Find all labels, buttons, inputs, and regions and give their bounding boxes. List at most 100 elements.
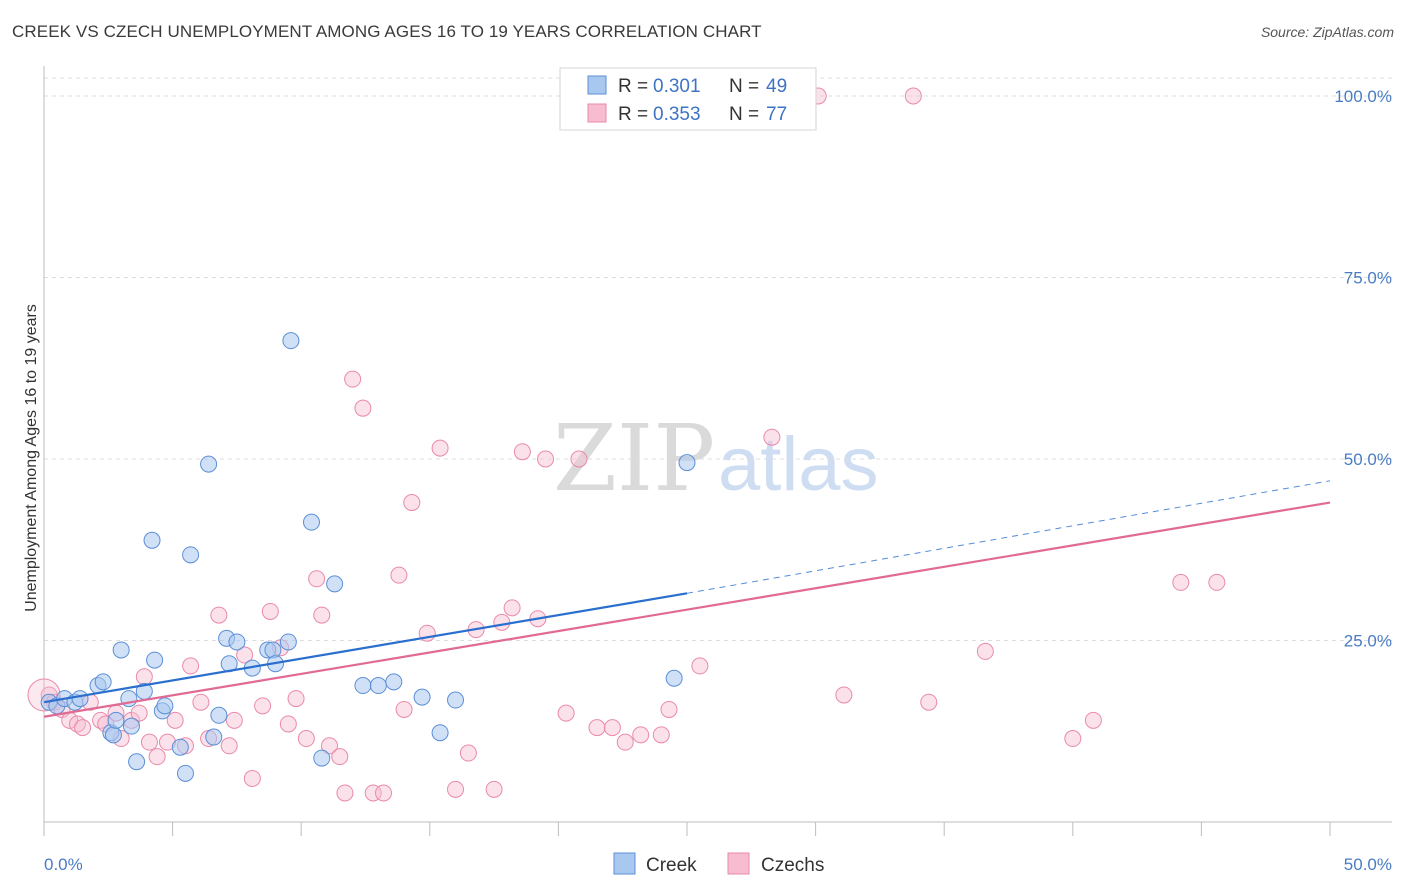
creek-point bbox=[385, 673, 403, 691]
creek-point bbox=[94, 673, 112, 691]
creek-point bbox=[369, 677, 387, 695]
czechs-point bbox=[331, 748, 349, 766]
czechs-point bbox=[220, 737, 238, 755]
czechs-point bbox=[1084, 711, 1102, 729]
creek-point bbox=[112, 641, 130, 659]
creek-point bbox=[228, 633, 246, 651]
czechs-point bbox=[225, 711, 243, 729]
czechs-point bbox=[920, 693, 938, 711]
creek-point bbox=[354, 677, 372, 695]
creek-point bbox=[143, 531, 161, 549]
creek-point bbox=[205, 728, 223, 746]
czechs-points bbox=[27, 87, 1226, 802]
x-tick-label: 0.0% bbox=[44, 855, 83, 874]
creek-point bbox=[146, 651, 164, 669]
czechs-point bbox=[192, 693, 210, 711]
y-tick-label: 25.0% bbox=[1344, 632, 1392, 651]
creek-point bbox=[302, 513, 320, 531]
legend: R = 0.301 N = 49 R = 0.353 N = 77 bbox=[559, 67, 817, 131]
czechs-point bbox=[210, 606, 228, 624]
czechs-point bbox=[254, 697, 272, 715]
czechs-point bbox=[243, 769, 261, 787]
y-tick-label: 75.0% bbox=[1344, 269, 1392, 288]
czechs-point bbox=[660, 700, 678, 718]
czechs-point bbox=[135, 668, 153, 686]
czechs-point bbox=[297, 730, 315, 748]
x-tick-label: 50.0% bbox=[1344, 855, 1392, 874]
chart-title: CREEK VS CZECH UNEMPLOYMENT AMONG AGES 1… bbox=[12, 22, 762, 41]
bottom-legend: Creek Czechs bbox=[613, 852, 824, 876]
czechs-point bbox=[130, 704, 148, 722]
creek-point bbox=[431, 724, 449, 742]
czechs-point bbox=[166, 711, 184, 729]
creek-point bbox=[282, 332, 300, 350]
legend-r-value-czechs: 0.353 bbox=[653, 104, 701, 125]
creek-trend-extension bbox=[686, 480, 1331, 594]
czechs-point bbox=[691, 657, 709, 675]
bottom-legend-swatch-creek[interactable] bbox=[613, 852, 636, 875]
creek-point bbox=[176, 764, 194, 782]
czechs-point bbox=[287, 690, 305, 708]
creek-point bbox=[182, 546, 200, 564]
y-axis-title: Unemployment Among Ages 16 to 19 years bbox=[23, 304, 40, 612]
czechs-point bbox=[336, 784, 354, 802]
czechs-point bbox=[395, 700, 413, 718]
bottom-legend-label-creek[interactable]: Creek bbox=[646, 855, 697, 876]
czechs-point bbox=[313, 606, 331, 624]
czechs-point bbox=[375, 784, 393, 802]
bottom-legend-swatch-czechs[interactable] bbox=[727, 852, 750, 875]
czechs-point bbox=[603, 719, 621, 737]
czechs-point bbox=[236, 646, 254, 664]
czechs-point bbox=[279, 715, 297, 733]
y-tick-label: 50.0% bbox=[1344, 450, 1392, 469]
gridlines bbox=[44, 77, 1392, 641]
legend-n-value-creek: 49 bbox=[766, 76, 787, 97]
legend-n-label-creek: N = bbox=[729, 76, 759, 97]
czechs-point bbox=[485, 780, 503, 798]
czechs-point bbox=[557, 704, 575, 722]
czechs-point bbox=[570, 450, 588, 468]
czechs-point bbox=[182, 657, 200, 675]
creek-point bbox=[210, 706, 228, 724]
y-tick-label: 100.0% bbox=[1334, 87, 1392, 106]
czechs-point bbox=[1172, 573, 1190, 591]
trend-lines bbox=[43, 480, 1331, 718]
creek-point bbox=[122, 717, 140, 735]
czechs-point bbox=[459, 744, 477, 762]
creek-point bbox=[665, 669, 683, 687]
source-label: Source: ZipAtlas.com bbox=[1260, 24, 1394, 40]
legend-r-label-czechs: R = bbox=[618, 104, 648, 125]
czechs-point bbox=[148, 748, 166, 766]
bottom-legend-label-czechs[interactable]: Czechs bbox=[761, 855, 824, 876]
czechs-point bbox=[537, 450, 555, 468]
czechs-point bbox=[588, 719, 606, 737]
legend-n-value-czechs: 77 bbox=[766, 104, 787, 125]
y-tick-labels: 25.0% 50.0% 75.0% 100.0% bbox=[1334, 87, 1392, 651]
legend-swatch-creek bbox=[587, 75, 607, 95]
creek-points bbox=[40, 332, 696, 782]
czechs-trend-line bbox=[43, 501, 1331, 718]
creek-point bbox=[156, 697, 174, 715]
creek-point bbox=[200, 455, 218, 473]
creek-point bbox=[104, 726, 122, 744]
creek-point bbox=[264, 641, 282, 659]
czechs-point bbox=[904, 87, 922, 105]
creek-point bbox=[128, 753, 146, 771]
creek-point bbox=[279, 633, 297, 651]
czechs-point bbox=[763, 428, 781, 446]
czechs-point bbox=[513, 443, 531, 461]
x-tick-labels: 0.0% 50.0% bbox=[44, 855, 1392, 874]
czechs-point bbox=[431, 439, 449, 457]
creek-trend-line bbox=[43, 592, 688, 704]
creek-point bbox=[678, 454, 696, 472]
czechs-point bbox=[261, 602, 279, 620]
legend-n-label-czechs: N = bbox=[729, 104, 759, 125]
creek-point bbox=[326, 575, 344, 593]
czechs-point bbox=[652, 726, 670, 744]
creek-point bbox=[107, 711, 125, 729]
czechs-point bbox=[403, 494, 421, 512]
czechs-point bbox=[976, 642, 994, 660]
czechs-point bbox=[354, 399, 372, 417]
creek-point bbox=[413, 688, 431, 706]
